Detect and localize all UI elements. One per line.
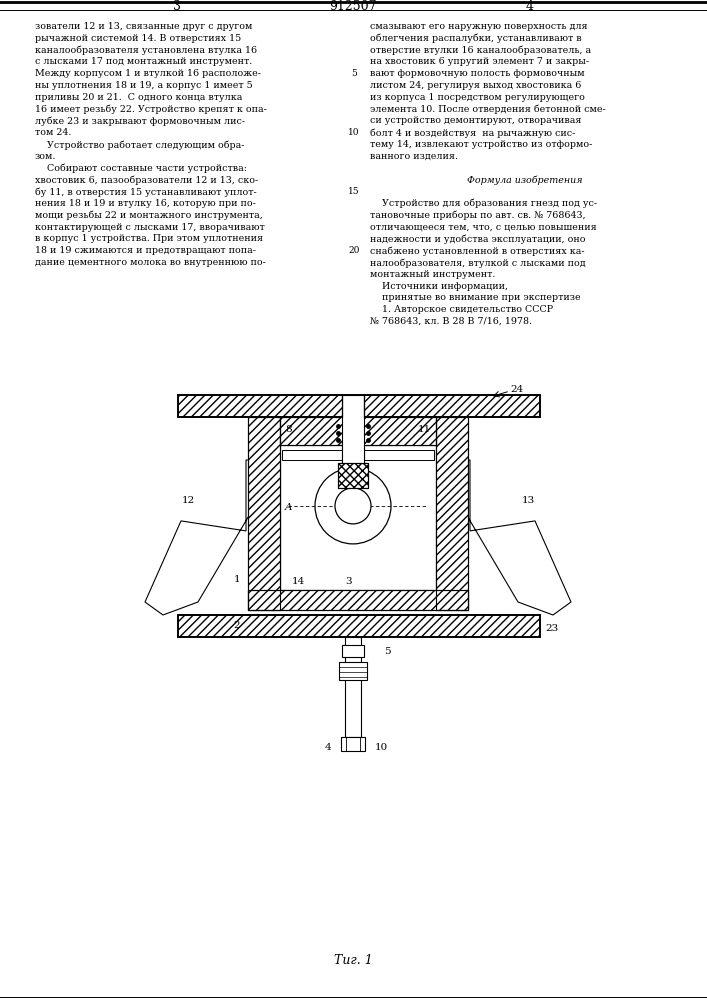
Bar [248,417,280,610]
Bar [282,450,434,460]
Bar [342,645,364,657]
Text: 10: 10 [418,452,430,462]
Text: принятые во внимание при экспертизе: принятые во внимание при экспертизе [370,293,580,302]
Text: вают формовочную полость формовочным: вают формовочную полость формовочным [370,69,585,78]
Text: надежности и удобства эксплуатации, оно: надежности и удобства эксплуатации, оно [370,234,585,244]
Text: контактирующей с лысками 17, вворачивают: контактирующей с лысками 17, вворачивают [35,223,264,232]
Bar [342,395,364,465]
Text: на хвостовик 6 упругий элемент 7 и закры-: на хвостовик 6 упругий элемент 7 и закры… [370,57,589,66]
Text: № 768643, кл. В 28 В 7/16, 1978.: № 768643, кл. В 28 В 7/16, 1978. [370,317,532,326]
Text: лубке 23 и закрывают формовочным лис-: лубке 23 и закрывают формовочным лис- [35,116,245,126]
Bar [338,463,368,488]
Text: нения 18 и 19 и втулку 16, которую при по-: нения 18 и 19 и втулку 16, которую при п… [35,199,256,208]
Text: 4: 4 [526,0,534,13]
Text: бу 11, в отверстия 15 устанавливают уплот-: бу 11, в отверстия 15 устанавливают упло… [35,187,257,197]
Text: с лысками 17 под монтажный инструмент.: с лысками 17 под монтажный инструмент. [35,57,252,66]
Text: 12: 12 [182,496,194,505]
Text: 10: 10 [349,128,360,137]
Text: 7: 7 [350,449,356,458]
Text: 2: 2 [233,621,240,631]
Circle shape [335,488,371,524]
Text: 3: 3 [345,578,351,586]
Text: 15: 15 [348,187,360,196]
Text: Источники информации,: Источники информации, [370,282,508,291]
Text: монтажный инструмент.: монтажный инструмент. [370,270,496,279]
Bar [280,445,436,590]
Text: каналообразователя установлена втулка 16: каналообразователя установлена втулка 16 [35,46,257,55]
Bar [248,590,468,610]
Text: 912507: 912507 [329,0,377,13]
Text: 23: 23 [545,624,559,633]
Bar [342,395,364,419]
Text: 20: 20 [349,246,360,255]
Text: тановочные приборы по авт. св. № 768643,: тановочные приборы по авт. св. № 768643, [370,211,585,220]
Text: 1: 1 [233,576,240,584]
Bar [338,463,368,488]
Bar [248,590,468,610]
Text: Собирают составные части устройства:: Собирают составные части устройства: [35,164,247,173]
Text: 11: 11 [418,424,431,434]
Text: Формула изобретения: Формула изобретения [467,175,583,185]
Bar [280,417,436,445]
Text: болт 4 и воздействуя  на рычажную сис-: болт 4 и воздействуя на рычажную сис- [370,128,575,138]
Text: зом.: зом. [35,152,57,161]
Bar [178,395,540,417]
Circle shape [315,468,391,544]
Text: рычажной системой 14. В отверстиях 15: рычажной системой 14. В отверстиях 15 [35,34,241,43]
Text: том 24.: том 24. [35,128,71,137]
Text: элемента 10. После отвердения бетонной сме-: элемента 10. После отвердения бетонной с… [370,105,606,114]
Bar [342,447,364,465]
Text: 18: 18 [286,452,298,462]
Text: из корпуса 1 посредством регулирующего: из корпуса 1 посредством регулирующего [370,93,585,102]
Text: смазывают его наружную поверхность для: смазывают его наружную поверхность для [370,22,588,31]
Text: облегчения распалубки, устанавливают в: облегчения распалубки, устанавливают в [370,34,582,43]
Text: 14: 14 [292,578,305,586]
Text: 8: 8 [285,424,291,434]
Text: Между корпусом 1 и втулкой 16 расположе-: Между корпусом 1 и втулкой 16 расположе- [35,69,261,78]
Text: ны уплотнения 18 и 19, а корпус 1 имеет 5: ны уплотнения 18 и 19, а корпус 1 имеет … [35,81,252,90]
Text: 4: 4 [325,742,331,752]
Text: мощи резьбы 22 и монтажного инструмента,: мощи резьбы 22 и монтажного инструмента, [35,211,263,220]
Text: Устройство работает следующим обра-: Устройство работает следующим обра- [35,140,245,149]
Text: 5: 5 [351,69,357,78]
Text: 9: 9 [288,453,295,462]
Text: снабжено установленной в отверстиях ка-: снабжено установленной в отверстиях ка- [370,246,585,256]
Text: 24: 24 [510,385,523,394]
Text: 16 имеет резьбу 22. Устройство крепят к опа-: 16 имеет резьбу 22. Устройство крепят к … [35,105,267,114]
Text: 18 и 19 сжимаются и предотвращают попа-: 18 и 19 сжимаются и предотвращают попа- [35,246,256,255]
Text: налообразователя, втулкой с лысками под: налообразователя, втулкой с лысками под [370,258,585,267]
Text: приливы 20 и 21.  С одного конца втулка: приливы 20 и 21. С одного конца втулка [35,93,243,102]
Bar [339,662,367,680]
Text: в корпус 1 устройства. При этом уплотнения: в корпус 1 устройства. При этом уплотнен… [35,234,263,243]
Text: листом 24, регулируя выход хвостовика 6: листом 24, регулируя выход хвостовика 6 [370,81,581,90]
Text: отверстие втулки 16 каналообразователь, а: отверстие втулки 16 каналообразователь, … [370,46,591,55]
Text: A: A [285,503,293,512]
Text: тему 14, извлекают устройство из отформо-: тему 14, извлекают устройство из отформо… [370,140,592,149]
Text: 10: 10 [375,742,388,752]
Text: зователи 12 и 13, связанные друг с другом: зователи 12 и 13, связанные друг с друго… [35,22,252,31]
Bar [345,637,361,737]
Text: 13: 13 [521,496,534,505]
Text: 5: 5 [384,647,391,656]
Polygon shape [145,460,256,615]
Text: хвостовик 6, пазообразователи 12 и 13, ско-: хвостовик 6, пазообразователи 12 и 13, с… [35,175,258,185]
Bar [436,417,468,610]
Bar [178,615,540,637]
Bar [178,395,540,417]
Text: отличающееся тем, что, с целью повышения: отличающееся тем, что, с целью повышения [370,223,597,232]
Bar [248,417,280,610]
Bar [178,615,540,637]
Bar [436,417,468,610]
Text: 6: 6 [318,490,325,499]
Text: 1. Авторское свидетельство СССР: 1. Авторское свидетельство СССР [370,305,553,314]
Text: дание цементного молока во внутреннюю по-: дание цементного молока во внутреннюю по… [35,258,266,267]
Bar [341,737,365,751]
Text: ванного изделия.: ванного изделия. [370,152,458,161]
Text: си устройство демонтируют, отворачивая: си устройство демонтируют, отворачивая [370,116,581,125]
Polygon shape [460,460,571,615]
Text: Τиг. 1: Τиг. 1 [334,954,373,966]
Bar [280,417,436,445]
Text: 3: 3 [173,0,181,13]
Text: Устройство для образования гнезд под ус-: Устройство для образования гнезд под ус- [370,199,597,209]
